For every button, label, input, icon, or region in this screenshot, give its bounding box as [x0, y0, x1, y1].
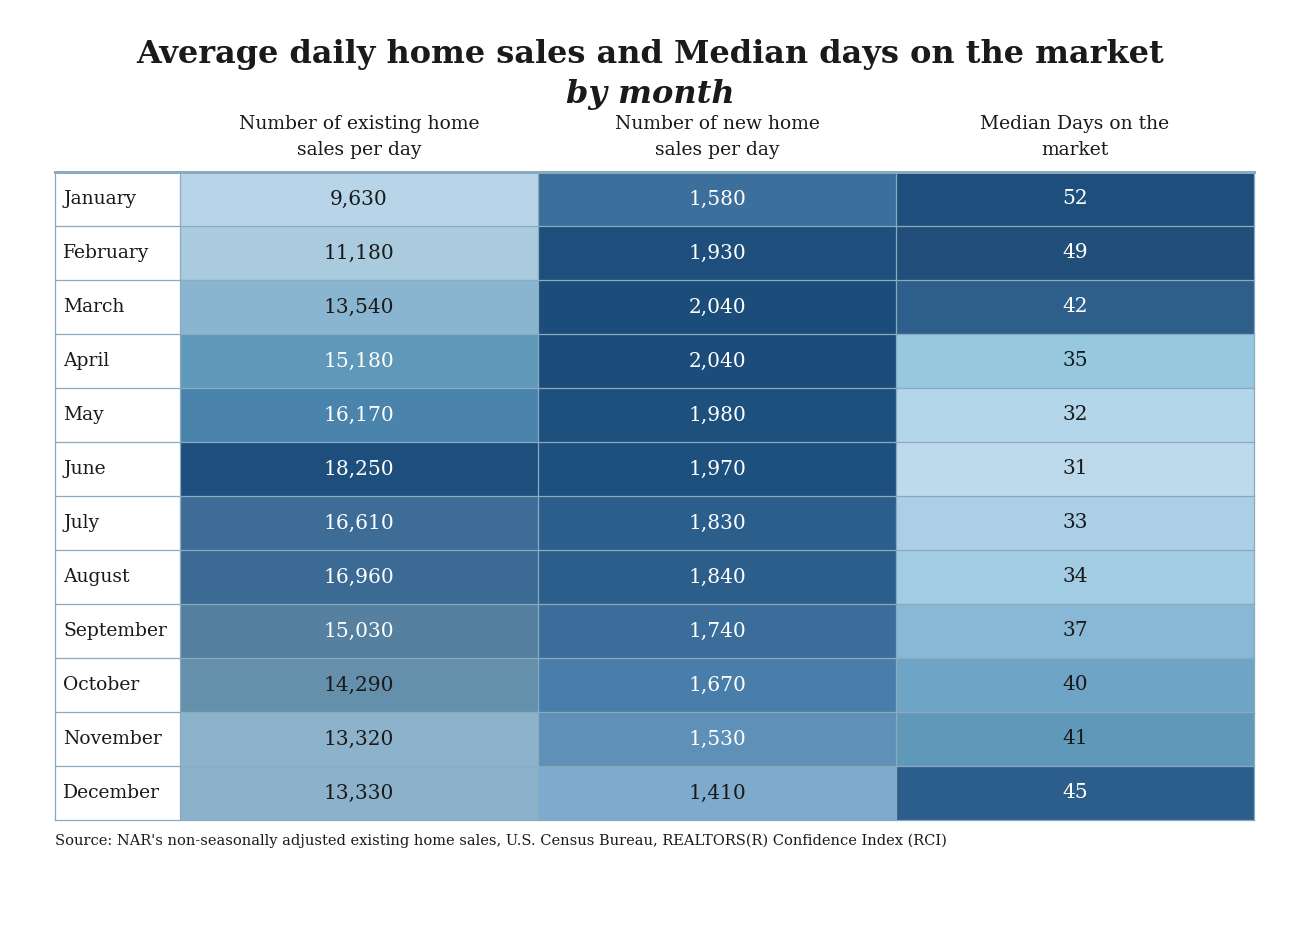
Bar — [538, 604, 896, 658]
Text: Median Days on the
market: Median Days on the market — [980, 115, 1170, 159]
Text: 9,630: 9,630 — [330, 189, 387, 208]
Text: 41: 41 — [1062, 729, 1088, 748]
Bar — [179, 604, 538, 658]
Text: 18,250: 18,250 — [324, 460, 394, 479]
Bar — [538, 280, 896, 334]
Text: 1,830: 1,830 — [688, 513, 746, 532]
Text: by month: by month — [566, 78, 734, 109]
Text: January: January — [62, 190, 136, 208]
Text: February: February — [62, 244, 150, 262]
Text: 1,740: 1,740 — [688, 622, 746, 641]
Bar — [538, 496, 896, 550]
Text: May: May — [62, 406, 104, 424]
Bar — [538, 334, 896, 388]
Bar — [896, 442, 1254, 496]
Bar — [538, 766, 896, 820]
Text: 15,180: 15,180 — [324, 351, 394, 370]
Text: April: April — [62, 352, 109, 370]
Text: June: June — [62, 460, 105, 478]
Text: 1,840: 1,840 — [688, 567, 746, 586]
Text: December: December — [62, 784, 160, 802]
Bar — [896, 388, 1254, 442]
Text: 13,540: 13,540 — [324, 297, 394, 316]
Bar — [896, 334, 1254, 388]
Text: 16,170: 16,170 — [324, 406, 394, 425]
Bar — [538, 388, 896, 442]
Text: 16,960: 16,960 — [324, 567, 394, 586]
Bar — [896, 496, 1254, 550]
Text: 42: 42 — [1062, 297, 1088, 316]
Text: 1,410: 1,410 — [688, 783, 746, 803]
Bar — [896, 712, 1254, 766]
Text: 2,040: 2,040 — [688, 351, 746, 370]
Text: 37: 37 — [1062, 622, 1088, 641]
Text: 35: 35 — [1062, 351, 1088, 370]
Text: 15,030: 15,030 — [324, 622, 394, 641]
Text: October: October — [62, 676, 139, 694]
Bar — [538, 712, 896, 766]
Text: 45: 45 — [1062, 783, 1088, 803]
Text: 13,320: 13,320 — [324, 729, 394, 748]
Bar — [179, 712, 538, 766]
Bar — [538, 658, 896, 712]
Bar — [538, 226, 896, 280]
Text: 34: 34 — [1062, 567, 1088, 586]
Bar — [179, 550, 538, 604]
Text: 33: 33 — [1062, 513, 1088, 532]
Bar — [896, 604, 1254, 658]
Text: 13,330: 13,330 — [324, 783, 394, 803]
Text: Number of existing home
sales per day: Number of existing home sales per day — [239, 115, 480, 159]
Bar — [179, 442, 538, 496]
Text: Source: NAR's non-seasonally adjusted existing home sales, U.S. Census Bureau, R: Source: NAR's non-seasonally adjusted ex… — [55, 834, 946, 848]
Text: July: July — [62, 514, 99, 532]
Text: August: August — [62, 568, 130, 586]
Text: 1,580: 1,580 — [688, 189, 746, 208]
Bar — [896, 226, 1254, 280]
Text: 31: 31 — [1062, 460, 1088, 479]
Text: 49: 49 — [1062, 244, 1088, 263]
Bar — [896, 172, 1254, 226]
Text: Number of new home
sales per day: Number of new home sales per day — [615, 115, 819, 159]
Text: 32: 32 — [1062, 406, 1088, 425]
Bar — [896, 766, 1254, 820]
Text: November: November — [62, 730, 161, 748]
Text: March: March — [62, 298, 125, 316]
Bar — [538, 550, 896, 604]
Bar — [538, 172, 896, 226]
Text: 52: 52 — [1062, 189, 1088, 208]
Text: 1,930: 1,930 — [688, 244, 746, 263]
Bar — [179, 766, 538, 820]
Text: 1,980: 1,980 — [688, 406, 746, 425]
Text: September: September — [62, 622, 166, 640]
Text: 1,970: 1,970 — [688, 460, 746, 479]
Text: Average daily home sales and Median days on the market: Average daily home sales and Median days… — [136, 38, 1164, 69]
Text: 1,670: 1,670 — [688, 676, 746, 695]
Text: 16,610: 16,610 — [324, 513, 394, 532]
Text: 14,290: 14,290 — [324, 676, 394, 695]
Bar — [179, 172, 538, 226]
Bar — [179, 388, 538, 442]
Bar — [179, 496, 538, 550]
Bar — [538, 442, 896, 496]
Text: 2,040: 2,040 — [688, 297, 746, 316]
Bar — [179, 334, 538, 388]
Text: 1,530: 1,530 — [688, 729, 746, 748]
Bar — [179, 280, 538, 334]
Text: 11,180: 11,180 — [324, 244, 394, 263]
Bar — [896, 550, 1254, 604]
Bar — [179, 226, 538, 280]
Bar — [179, 658, 538, 712]
Bar — [896, 280, 1254, 334]
Bar — [896, 658, 1254, 712]
Text: 40: 40 — [1062, 676, 1088, 695]
